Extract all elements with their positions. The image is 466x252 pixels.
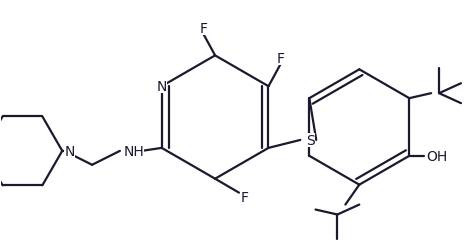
Text: F: F	[241, 190, 249, 204]
Text: NH: NH	[123, 144, 144, 158]
Text: N: N	[64, 144, 75, 158]
Text: F: F	[199, 21, 207, 35]
Text: F: F	[276, 52, 284, 66]
Text: N: N	[157, 80, 167, 94]
Text: S: S	[306, 133, 315, 147]
Text: OH: OH	[426, 149, 448, 163]
